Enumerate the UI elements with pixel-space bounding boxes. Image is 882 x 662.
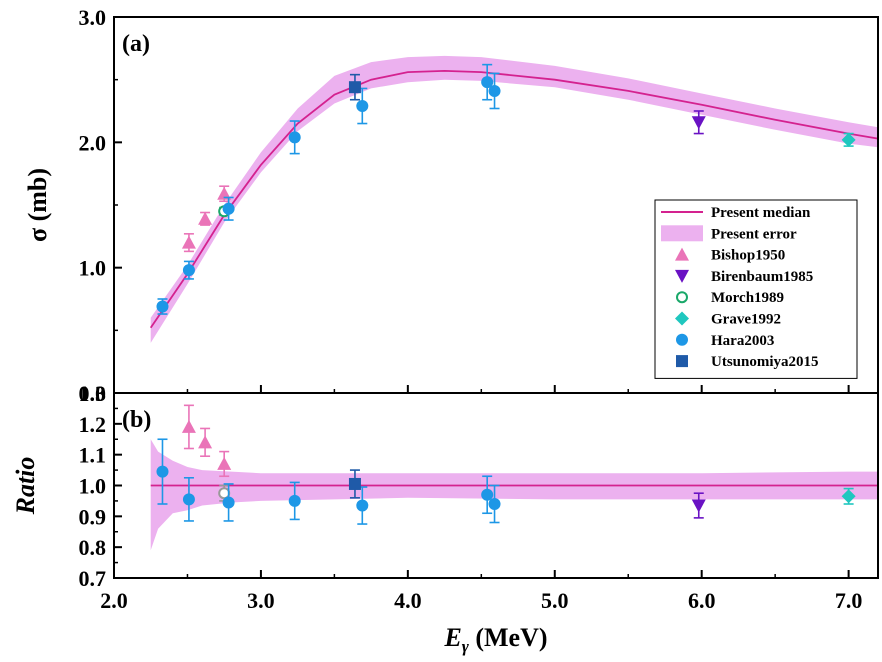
x-axis-title-sub: γ xyxy=(462,637,470,656)
legend-marker xyxy=(676,291,688,304)
series-hara2003-b xyxy=(156,438,501,525)
legend-marker xyxy=(676,355,688,368)
series-bishop1950-a xyxy=(181,185,232,253)
data-point xyxy=(356,99,369,112)
y-tick-label: 3.0 xyxy=(79,5,107,30)
data-point xyxy=(198,211,213,225)
legend-swatch-band xyxy=(661,225,703,242)
median-line-a xyxy=(149,69,879,329)
x-tick-label: 4.0 xyxy=(394,588,422,613)
data-point xyxy=(691,116,706,130)
series-grave1992-a xyxy=(841,132,856,147)
legend-item: Utsunomiya2015 xyxy=(676,354,819,370)
legend-item: Grave1992 xyxy=(675,311,781,328)
legend-label: Present error xyxy=(711,226,797,242)
legend-label: Grave1992 xyxy=(711,312,781,328)
x-tick-label: 7.0 xyxy=(835,588,863,613)
x-axis-title-main: E xyxy=(443,623,461,652)
y-tick-label: 0.0 xyxy=(79,381,107,406)
series-utsunomiya2015-b xyxy=(348,469,361,499)
error-band-b xyxy=(150,439,878,551)
legend-item: Present median xyxy=(661,205,811,221)
data-point xyxy=(182,493,195,506)
data-point xyxy=(288,131,301,144)
data-point xyxy=(481,76,494,89)
data-point xyxy=(198,435,213,449)
series-birenbaum1985-a xyxy=(691,110,706,135)
x-tick-label: 3.0 xyxy=(247,588,275,613)
data-point xyxy=(288,494,301,507)
legend-label: Present median xyxy=(711,205,811,221)
legend-label: Utsunomiya2015 xyxy=(711,354,819,370)
y-axis-title-a: σ (mb) xyxy=(23,168,52,242)
data-point xyxy=(156,465,169,478)
data-point xyxy=(841,489,856,504)
series-utsunomiya2015-a xyxy=(348,73,361,101)
legend-label: Morch1989 xyxy=(711,290,784,306)
data-point xyxy=(181,235,196,249)
panel-label-a: (a) xyxy=(122,31,150,57)
data-point xyxy=(181,419,196,433)
y-axis-title-b: Ratio xyxy=(11,457,40,516)
data-point xyxy=(222,496,235,509)
data-point xyxy=(156,300,169,313)
legend-item: Birenbaum1985 xyxy=(675,269,813,285)
legend-item: Bishop1950 xyxy=(675,247,785,264)
legend-label: Bishop1950 xyxy=(711,248,785,264)
y-tick-label: 0.9 xyxy=(79,504,107,529)
data-point xyxy=(348,477,361,490)
legend: Present median Present error Bishop1950 Bir… xyxy=(654,199,858,379)
legend-marker xyxy=(675,247,689,261)
x-axis-title: Eγ (MeV) xyxy=(443,623,547,656)
data-point xyxy=(348,81,361,94)
data-point xyxy=(217,186,232,200)
y-tick-label: 1.0 xyxy=(79,474,107,499)
data-point xyxy=(488,498,501,510)
y-tick-label: 2.0 xyxy=(79,130,107,155)
x-tick-label: 2.0 xyxy=(100,588,128,613)
data-point xyxy=(481,488,494,501)
x-tick-label: 6.0 xyxy=(688,588,716,613)
series-bishop1950-b xyxy=(181,404,232,478)
series-grave1992-b xyxy=(841,487,856,505)
series-morch1989-b xyxy=(218,484,231,502)
panel-a: 0.01.02.03.0(a)σ (mb) Present medianPrese… xyxy=(23,5,879,406)
y-tick-label: 0.8 xyxy=(79,535,107,560)
legend-label: Birenbaum1985 xyxy=(711,269,813,285)
series-birenbaum1985-b xyxy=(691,492,706,519)
legend-item: Morch1989 xyxy=(676,290,784,306)
y-tick-label: 1.1 xyxy=(79,443,107,468)
legend-item: Present error xyxy=(661,225,797,242)
data-point xyxy=(691,499,706,513)
panel-b: 0.7 0.8 0.9 1.0 1.1 1.2 1.3 (b) 2.0 3.0 4.0 5.0 6.0 7… xyxy=(11,381,879,656)
x-axis-title-unit: (MeV) xyxy=(469,623,548,652)
x-tick-label: 5.0 xyxy=(541,588,569,613)
data-point xyxy=(841,132,856,147)
y-tick-label: 1.0 xyxy=(79,256,107,281)
legend-label: Hara2003 xyxy=(711,333,774,349)
legend-item: Hara2003 xyxy=(676,333,774,349)
series-hara2003-a xyxy=(156,63,501,315)
data-point xyxy=(356,499,369,512)
y-tick-label: 1.3 xyxy=(79,381,107,406)
data-point xyxy=(222,202,235,215)
legend-marker xyxy=(675,311,689,326)
panel-label-b: (b) xyxy=(122,407,151,433)
legend-marker xyxy=(675,269,689,283)
data-point xyxy=(217,456,232,470)
data-point xyxy=(182,264,195,277)
data-point xyxy=(488,84,501,97)
legend-marker xyxy=(676,333,688,346)
y-tick-label: 0.7 xyxy=(79,566,107,591)
y-tick-label: 1.2 xyxy=(79,412,107,437)
